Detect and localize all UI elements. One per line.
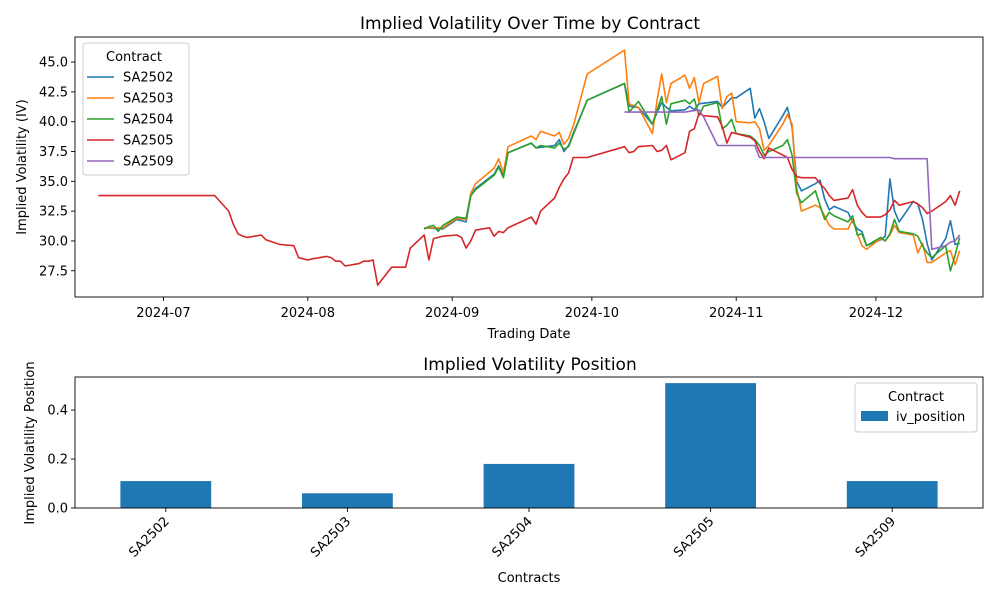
x-tick-label: 2024-12 xyxy=(849,306,903,321)
bar-sa2504 xyxy=(483,463,575,508)
x-tick-label: 2024-11 xyxy=(709,306,763,321)
bar-sa2509 xyxy=(846,481,938,508)
series-line-sa2505 xyxy=(98,112,961,286)
bar-sa2505 xyxy=(665,383,756,508)
line-chart-title: Implied Volatility Over Time by Contract xyxy=(360,14,700,34)
bar-legend-label: iv_position xyxy=(896,410,965,425)
line-chart-plot-area xyxy=(74,36,984,298)
y-tick-label: 35.0 xyxy=(39,175,68,190)
x-tick-label: 2024-09 xyxy=(425,306,479,321)
series-line-sa2504 xyxy=(423,82,961,272)
line-legend-title: Contract xyxy=(106,50,162,65)
bar-chart-y-axis-label: Implied Volatility Position xyxy=(23,361,38,524)
bar-chart-legend: Contract iv_position xyxy=(854,382,978,433)
y-tick-label: 37.5 xyxy=(39,145,68,160)
iv-line-chart: Implied Volatility Over Time by Contract… xyxy=(15,14,984,342)
legend-label-sa2502: SA2502 xyxy=(123,71,173,86)
bar-x-tick-label: SA2505 xyxy=(671,514,717,560)
legend-label-sa2505: SA2505 xyxy=(123,134,173,149)
line-chart-y-ticks: 27.5 30.0 32.5 35.0 37.5 40.0 42.5 45.0 xyxy=(39,56,75,279)
bar-x-tick-label: SA2503 xyxy=(308,514,354,560)
x-tick-label: 2024-07 xyxy=(136,306,190,321)
bar-y-tick-label: 0.4 xyxy=(47,404,68,419)
bar-chart-bars xyxy=(120,383,938,508)
legend-label-sa2503: SA2503 xyxy=(123,92,173,107)
y-tick-label: 40.0 xyxy=(39,115,68,130)
y-tick-label: 42.5 xyxy=(39,85,68,100)
line-chart-series-layer xyxy=(98,49,961,286)
bar-chart-x-ticks: SA2502 SA2503 SA2504 SA2505 SA2509 xyxy=(126,508,899,561)
y-tick-label: 27.5 xyxy=(39,264,68,279)
bar-sa2502 xyxy=(120,481,212,508)
line-chart-x-ticks: 2024-07 2024-08 2024-09 2024-10 2024-11 2024-… xyxy=(136,297,903,321)
bar-x-tick-label: SA2504 xyxy=(490,514,536,560)
bar-chart-x-axis-label: Contracts xyxy=(498,571,561,586)
line-chart-legend: Contract SA2502 SA2503 SA2504 SA2505 SA2509 xyxy=(82,42,190,176)
bar-legend-swatch xyxy=(861,411,888,421)
line-chart-x-axis-label: Trading Date xyxy=(487,327,571,342)
bar-x-tick-label: SA2502 xyxy=(126,514,172,560)
legend-label-sa2504: SA2504 xyxy=(123,113,173,128)
x-tick-label: 2024-08 xyxy=(281,306,335,321)
bar-x-tick-label: SA2509 xyxy=(853,514,899,560)
legend-label-sa2509: SA2509 xyxy=(123,155,173,170)
line-legend-entries: SA2502 SA2503 SA2504 SA2505 SA2509 xyxy=(87,71,173,170)
line-chart-y-axis-label: Implied Volatility (IV) xyxy=(15,99,30,235)
bar-y-tick-label: 0.0 xyxy=(47,502,68,517)
series-line-sa2502 xyxy=(424,82,960,261)
y-tick-label: 30.0 xyxy=(39,234,68,249)
iv-position-bar-chart: Implied Volatility Position SA2502 SA2503… xyxy=(23,355,984,586)
bar-legend-title: Contract xyxy=(888,390,944,405)
bar-y-tick-label: 0.2 xyxy=(47,453,68,468)
y-tick-label: 32.5 xyxy=(39,205,68,220)
bar-chart-title: Implied Volatility Position xyxy=(423,355,636,375)
x-tick-label: 2024-10 xyxy=(565,306,619,321)
series-line-sa2509 xyxy=(624,109,961,251)
bar-sa2503 xyxy=(302,493,393,508)
y-tick-label: 45.0 xyxy=(39,56,68,71)
line-legend-box xyxy=(82,42,190,176)
bar-chart-y-ticks: 0.0 0.2 0.4 xyxy=(47,404,75,517)
